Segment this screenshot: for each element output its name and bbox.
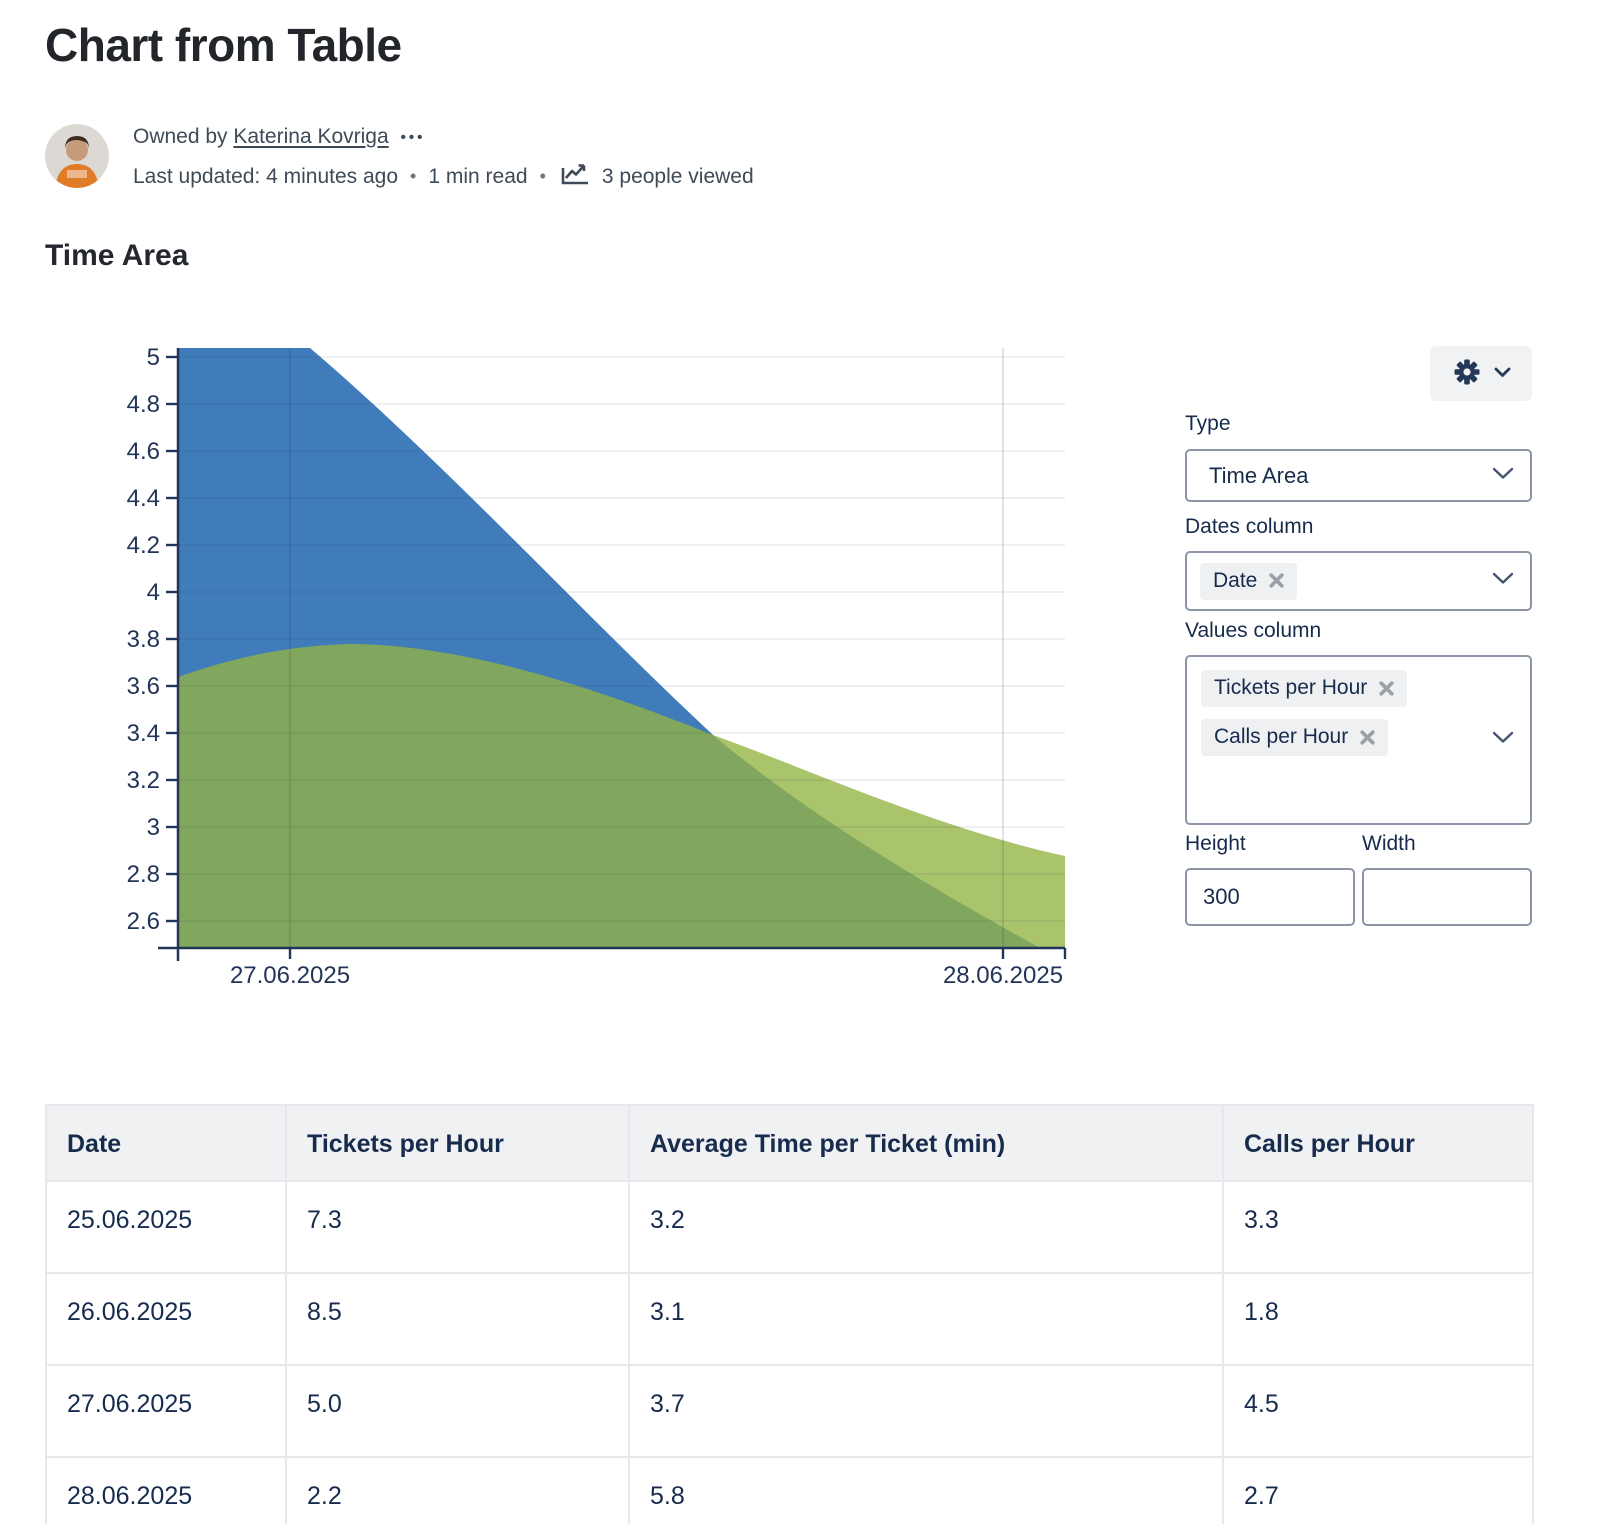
- y-tick-label: 3.8: [127, 626, 160, 653]
- y-tick-label: 3.2: [127, 767, 160, 794]
- table-row: 26.06.2025 8.5 3.1 1.8: [45, 1272, 1534, 1366]
- more-actions-button[interactable]: •••: [400, 128, 426, 146]
- gear-icon: [1452, 357, 1482, 390]
- table-cell: 3.7: [628, 1364, 1224, 1458]
- chart-area: 5 4.8 4.6 4.4 4.2 4 3.8 3.6 3.4 3.2 3 2.8 2.6 27.06.2…: [45, 331, 1555, 991]
- table-cell: 25.06.2025: [45, 1180, 287, 1274]
- table-header-cell: Date: [45, 1104, 287, 1182]
- table-row: 27.06.2025 5.0 3.7 4.5: [45, 1364, 1534, 1458]
- views-text: 3 people viewed: [601, 164, 754, 188]
- dates-column-label: Dates column: [1185, 515, 1314, 538]
- table-row: 28.06.2025 2.2 5.8 2.7: [45, 1456, 1534, 1524]
- table-cell: 28.06.2025: [45, 1456, 287, 1524]
- analytics-trend-icon: [560, 160, 590, 193]
- tag-label: Tickets per Hour: [1214, 676, 1368, 699]
- avatar[interactable]: [45, 124, 109, 188]
- x-tick-label: 28.06.2025: [943, 962, 1063, 989]
- y-tick-label: 2.8: [127, 861, 160, 888]
- y-tick-label: 4.4: [127, 485, 160, 512]
- table-cell: 8.5: [285, 1272, 630, 1366]
- time-area-chart: 5 4.8 4.6 4.4 4.2 4 3.8 3.6 3.4 3.2 3 2.8 2.6 27.06.2…: [127, 344, 1067, 989]
- y-tick-label: 3.6: [127, 673, 160, 700]
- y-tick-label: 4.6: [127, 438, 160, 465]
- source-data-table: Date Tickets per Hour Average Time per Tic…: [45, 1104, 1534, 1524]
- values-column-select[interactable]: Tickets per Hour Calls per Hour: [1185, 655, 1532, 825]
- selected-tag-calls-per-hour: Calls per Hour: [1201, 719, 1389, 756]
- owned-by-label: Owned by: [133, 125, 228, 148]
- byline-info: Owned by Katerina Kovriga ••• Last updat…: [133, 124, 754, 193]
- chart-settings-button[interactable]: [1430, 346, 1532, 401]
- tag-label: Calls per Hour: [1214, 725, 1349, 748]
- x-tick-label: 27.06.2025: [230, 962, 350, 989]
- remove-tag-icon[interactable]: [1359, 729, 1376, 746]
- table-cell: 4.5: [1222, 1364, 1534, 1458]
- y-tick-label: 4.2: [127, 532, 160, 559]
- type-select-value: Time Area: [1209, 462, 1309, 488]
- remove-tag-icon[interactable]: [1268, 572, 1285, 589]
- y-tick-label: 3: [147, 814, 160, 841]
- read-time-text: 1 min read: [428, 164, 528, 188]
- table-row: 25.06.2025 7.3 3.2 3.3: [45, 1180, 1534, 1274]
- y-tick-label: 4.8: [127, 391, 160, 418]
- table-header-cell: Calls per Hour: [1222, 1104, 1534, 1182]
- chevron-down-icon: [1492, 467, 1514, 485]
- height-label: Height: [1185, 832, 1246, 855]
- type-select[interactable]: Time Area: [1185, 449, 1532, 502]
- owner-link[interactable]: Katerina Kovriga: [233, 125, 389, 148]
- table-header-row: Date Tickets per Hour Average Time per Tic…: [45, 1104, 1534, 1182]
- width-label: Width: [1362, 832, 1416, 855]
- tag-label: Date: [1213, 568, 1258, 592]
- table-cell: 7.3: [285, 1180, 630, 1274]
- table-cell: 3.1: [628, 1272, 1224, 1366]
- table-cell: 27.06.2025: [45, 1364, 287, 1458]
- chevron-down-icon: [1492, 572, 1514, 590]
- width-input[interactable]: [1362, 868, 1532, 926]
- table-cell: 2.2: [285, 1456, 630, 1524]
- table-cell: 1.8: [1222, 1272, 1534, 1366]
- values-column-label: Values column: [1185, 619, 1322, 642]
- table-header-cell: Tickets per Hour: [285, 1104, 630, 1182]
- page-title: Chart from Table: [45, 19, 402, 71]
- height-input[interactable]: [1185, 868, 1355, 926]
- table-cell: 2.7: [1222, 1456, 1534, 1524]
- selected-tag-date: Date: [1200, 562, 1298, 600]
- table-header-cell: Average Time per Ticket (min): [628, 1104, 1224, 1182]
- y-tick-label: 3.4: [127, 720, 160, 747]
- selected-tag-tickets-per-hour: Tickets per Hour: [1201, 670, 1408, 707]
- series-area-calls-per-hour: [178, 644, 1065, 948]
- chevron-down-icon: [1494, 366, 1511, 381]
- table-cell: 3.2: [628, 1180, 1224, 1274]
- type-label: Type: [1185, 412, 1231, 435]
- table-cell: 3.3: [1222, 1180, 1534, 1274]
- table-cell: 5.8: [628, 1456, 1224, 1524]
- last-updated-text: Last updated: 4 minutes ago: [133, 164, 399, 188]
- y-tick-label: 2.6: [127, 908, 160, 935]
- remove-tag-icon[interactable]: [1378, 680, 1395, 697]
- y-tick-label: 5: [147, 344, 160, 371]
- y-tick-label: 4: [147, 579, 160, 606]
- table-cell: 5.0: [285, 1364, 630, 1458]
- byline: Owned by Katerina Kovriga ••• Last updat…: [45, 124, 1555, 193]
- chevron-down-icon: [1492, 731, 1514, 749]
- dates-column-select[interactable]: Date: [1185, 551, 1532, 611]
- section-heading: Time Area: [45, 239, 189, 272]
- dot-separator: •: [410, 166, 417, 186]
- dot-separator: •: [539, 166, 546, 186]
- table-cell: 26.06.2025: [45, 1272, 287, 1366]
